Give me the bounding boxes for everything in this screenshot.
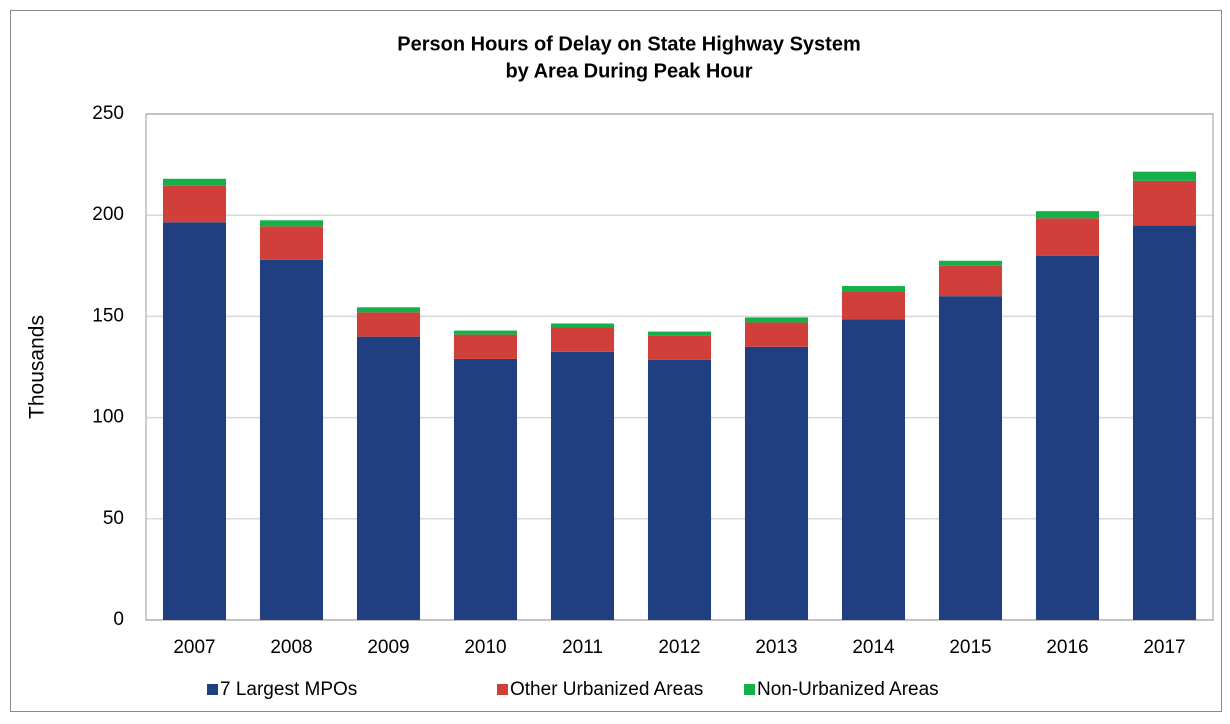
y-tick-label: 150 — [92, 305, 124, 326]
x-tick-label: 2013 — [755, 637, 797, 658]
legend-swatch — [744, 684, 755, 695]
x-tick-label: 2009 — [367, 637, 409, 658]
y-tick-label: 250 — [92, 103, 124, 124]
legend-swatch — [207, 684, 218, 695]
legend-label: 7 Largest MPOs — [220, 679, 357, 700]
bar-segment — [259, 259, 324, 620]
bar-segment — [356, 312, 421, 337]
bar-segment — [550, 351, 615, 620]
x-tick-label: 2011 — [562, 637, 603, 658]
bar-segment — [744, 317, 809, 323]
y-axis-label: Thousands — [26, 315, 49, 419]
bar-segment — [841, 286, 906, 292]
y-tick-label: 100 — [92, 407, 124, 428]
x-tick-label: 2016 — [1046, 637, 1088, 658]
x-tick-label: 2010 — [464, 637, 506, 658]
x-tick-label: 2007 — [173, 637, 215, 658]
x-tick-label: 2014 — [852, 637, 895, 658]
bar-segment — [841, 291, 906, 320]
bar-segment — [938, 296, 1003, 620]
y-tick-label: 0 — [113, 609, 124, 630]
bar-segment — [938, 260, 1003, 266]
bar-segment — [1132, 225, 1197, 620]
bar-segment — [550, 323, 615, 328]
bar-segment — [162, 178, 227, 186]
bar-segment — [1035, 255, 1100, 620]
bar-segment — [453, 334, 518, 359]
bar-segment — [744, 346, 809, 620]
bar-segment — [744, 322, 809, 347]
chart-title: Person Hours of Delay on State Highway S… — [397, 33, 860, 55]
bar-segment — [1132, 180, 1197, 226]
bar-segment — [1035, 211, 1100, 219]
bar-segment — [356, 336, 421, 620]
legend-swatch — [497, 684, 508, 695]
legend-label: Non-Urbanized Areas — [757, 679, 939, 700]
bar-segment — [550, 327, 615, 352]
bar-segment — [1035, 218, 1100, 256]
bar-segment — [647, 331, 712, 336]
bar-segment — [938, 265, 1003, 297]
chart-title: by Area During Peak Hour — [505, 60, 752, 82]
bar-segment — [841, 319, 906, 620]
bar-segment — [259, 220, 324, 227]
bar-segment — [453, 358, 518, 620]
bar-segment — [162, 185, 227, 223]
x-tick-label: 2015 — [949, 637, 991, 658]
bar-segment — [1132, 171, 1197, 181]
y-tick-label: 50 — [103, 508, 124, 529]
bar-segment — [453, 330, 518, 335]
bar-segment — [259, 226, 324, 260]
x-tick-label: 2017 — [1143, 637, 1185, 658]
y-tick-label: 200 — [92, 204, 124, 225]
x-tick-label: 2008 — [270, 637, 312, 658]
bar-segment — [647, 335, 712, 360]
bar-segment — [647, 359, 712, 620]
bar-segment — [356, 307, 421, 313]
legend-label: Other Urbanized Areas — [510, 679, 703, 700]
x-tick-label: 2012 — [658, 637, 700, 658]
bar-segment — [162, 222, 227, 620]
